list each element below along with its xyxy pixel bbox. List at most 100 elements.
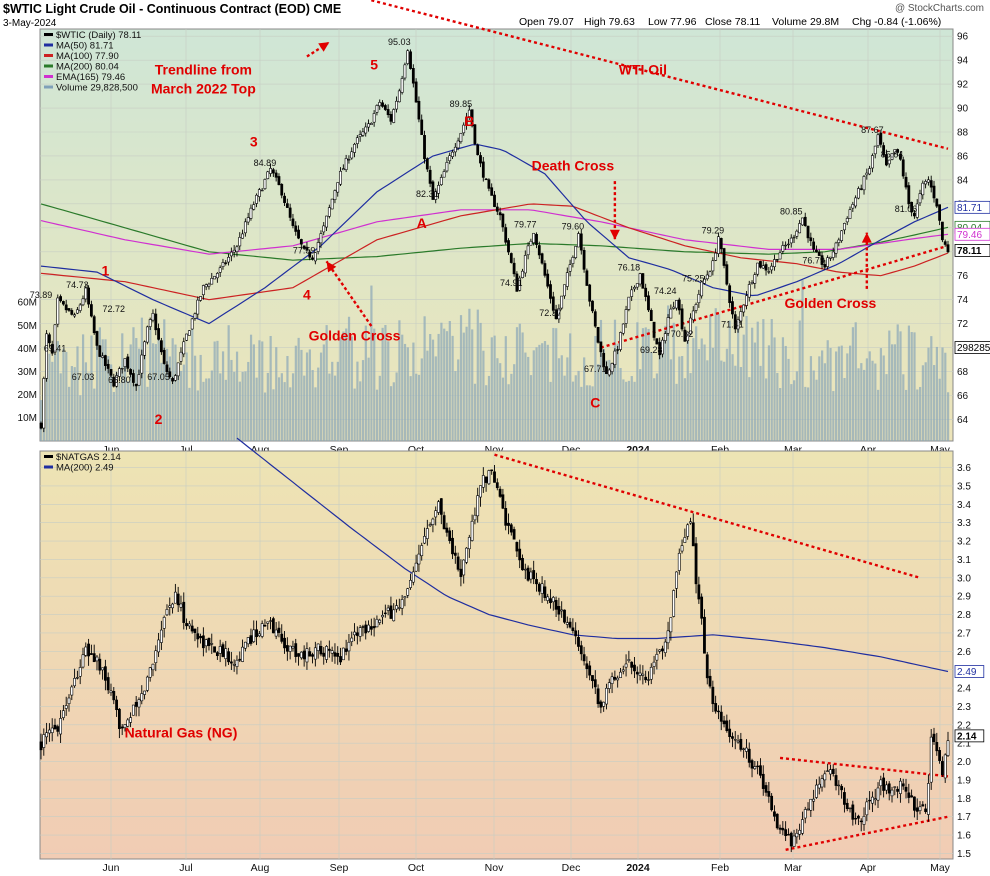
price-bar-body xyxy=(815,784,818,798)
volume-bar xyxy=(445,331,449,441)
price-bar-body xyxy=(770,795,774,811)
price-bar-body xyxy=(451,537,454,555)
legend-swatch xyxy=(44,64,53,68)
volume-bar xyxy=(826,340,829,441)
price-bar-body xyxy=(92,653,96,663)
price-bar-body xyxy=(45,732,48,738)
price-bar-body xyxy=(910,201,914,213)
volume-bar xyxy=(891,344,894,441)
price-bar-body xyxy=(134,383,138,387)
price-bar-body xyxy=(736,740,740,743)
volume-bar xyxy=(885,374,888,441)
volume-bar xyxy=(314,387,317,441)
price-bar-body xyxy=(537,583,541,592)
volume-bar xyxy=(196,390,199,441)
price-bar-body xyxy=(943,754,947,779)
right-tag-label: 2.14 xyxy=(957,731,977,742)
price-label: 69.41 xyxy=(44,344,67,354)
volume-bar xyxy=(381,327,384,441)
volume-tick-label: 50M xyxy=(18,321,37,332)
price-bar-body xyxy=(845,218,849,223)
price-bar-body xyxy=(87,643,90,657)
volume-bar xyxy=(40,400,43,441)
price-bar-body xyxy=(938,204,942,221)
price-bar-body xyxy=(579,233,583,251)
price-bar-body xyxy=(691,310,695,321)
price-bar-body xyxy=(70,686,74,696)
price-bar-body xyxy=(291,646,295,649)
price-bar-body xyxy=(649,310,653,322)
volume-bar xyxy=(535,347,538,441)
price-bar-body xyxy=(319,646,323,655)
price-bar-body xyxy=(333,652,337,657)
volume-bar xyxy=(431,339,435,441)
price-bar-body xyxy=(652,661,656,667)
price-bar-body xyxy=(375,618,379,628)
price-bar-body xyxy=(619,332,622,350)
price-bar-body xyxy=(106,363,110,369)
price-bar-body xyxy=(224,262,228,264)
volume-bar xyxy=(849,345,852,441)
price-bar-body xyxy=(851,804,855,820)
x-tick-label: Oct xyxy=(408,862,424,874)
price-bar-body xyxy=(67,308,71,311)
price-bar-body xyxy=(571,257,575,264)
volume-bar xyxy=(801,280,804,441)
price-label: 79.60 xyxy=(562,222,585,232)
price-bar-body xyxy=(227,256,230,263)
y-tick-label: 76 xyxy=(957,271,969,282)
volume-bar xyxy=(737,324,740,441)
y-tick-label: 2.3 xyxy=(957,702,971,713)
price-bar-body xyxy=(89,304,93,317)
price-bar-body xyxy=(299,651,303,659)
price-bar-body xyxy=(868,799,872,802)
volume-bar xyxy=(910,332,913,441)
price-bar-body xyxy=(173,591,177,604)
price-bar-body xyxy=(775,813,779,829)
volume-bar xyxy=(280,373,283,441)
right-tag-box xyxy=(954,729,985,743)
price-bar-body xyxy=(59,718,62,735)
volume-bar xyxy=(241,371,244,441)
price-bar-body xyxy=(543,586,547,598)
price-bar-body xyxy=(257,189,261,197)
price-bar-body xyxy=(759,261,762,268)
price-bar-body xyxy=(899,780,902,794)
volume-bar xyxy=(336,361,339,441)
price-bar-body xyxy=(801,217,804,226)
price-bar-body xyxy=(78,304,82,311)
price-bar-body xyxy=(420,119,424,135)
ma200-line xyxy=(40,203,949,261)
price-bar-body xyxy=(411,571,415,583)
price-bar-body xyxy=(672,306,676,309)
price-bar-body xyxy=(736,319,740,330)
volume-bar xyxy=(317,367,320,441)
price-bar-body xyxy=(661,339,664,355)
wti-price-labels: 73.89 69.41 74.73 67.03 66.80 72.72 67.05 84.89… xyxy=(30,37,918,385)
price-bar-body xyxy=(341,647,345,661)
price-bar-body xyxy=(857,188,860,199)
price-bar-body xyxy=(644,676,648,681)
price-bar-body xyxy=(761,265,765,269)
price-bar-body xyxy=(540,583,544,594)
price-label: 84.89 xyxy=(254,158,277,168)
price-bar-body xyxy=(918,806,922,811)
price-bar-body xyxy=(731,736,734,739)
volume-bar xyxy=(353,388,356,441)
volume-bar xyxy=(823,363,827,441)
price-bar-body xyxy=(213,276,216,280)
price-bar-body xyxy=(227,651,230,663)
price-bar-body xyxy=(627,659,631,661)
volume-bar xyxy=(751,327,754,441)
price-bar-body xyxy=(333,190,337,200)
price-bar-body xyxy=(425,528,429,539)
price-bar-body xyxy=(882,777,886,791)
volume-bar xyxy=(860,363,863,441)
volume-bar xyxy=(437,333,440,441)
price-label: 74.91 xyxy=(500,278,523,288)
price-bar-body xyxy=(347,641,351,652)
price-bar-body xyxy=(913,796,916,811)
price-bar-body xyxy=(305,648,309,663)
price-bar-body xyxy=(367,624,370,632)
price-bar-body xyxy=(190,318,194,330)
